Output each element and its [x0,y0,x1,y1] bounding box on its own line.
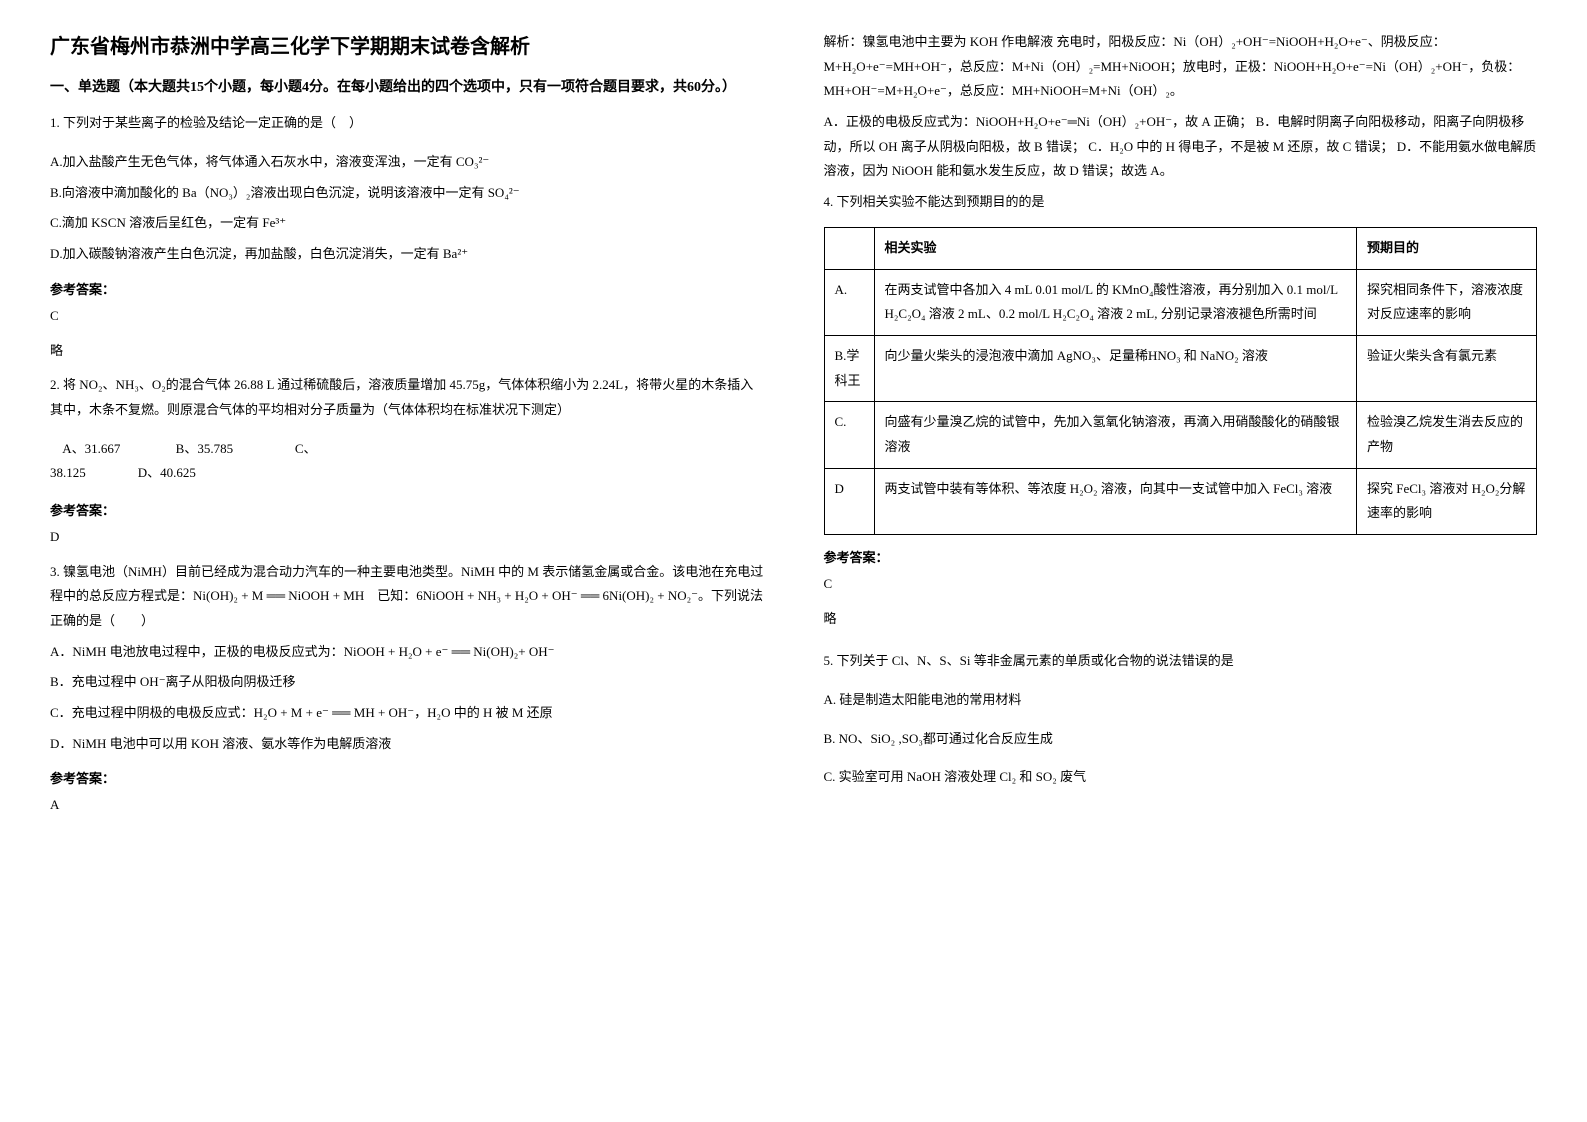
q5-optC: C. 实验室可用 NaOH 溶液处理 Cl₂ 和 SO₂ 废气 [824,765,1538,790]
q4-answer: C [824,572,1538,597]
q2-opts2: 38.125 D、40.625 [50,461,764,486]
th-purpose: 预期目的 [1357,227,1537,269]
q5-optA: A. 硅是制造太阳能电池的常用材料 [824,688,1538,713]
q3-optA: A．NiMH 电池放电过程中，正极的电极反应式为：NiOOH + H₂O + e… [50,640,764,665]
q3-answer: A [50,793,764,818]
table-row: D两支试管中装有等体积、等浓度 H₂O₂ 溶液，向其中一支试管中加入 FeCl₃… [824,468,1537,534]
q2-answer-label: 参考答案： [50,500,764,519]
table-cell: 探究 FeCl₃ 溶液对 H₂O₂分解速率的影响 [1357,468,1537,534]
table-cell: 向少量火柴头的浸泡液中滴加 AgNO₃、足量稀HNO₃ 和 NaNO₂ 溶液 [874,335,1357,401]
left-column: 广东省梅州市恭洲中学高三化学下学期期末试卷含解析 一、单选题（本大题共15个小题… [50,30,764,1092]
q2-answer: D [50,525,764,550]
q2-stem: 2. 将 NO₂、NH₃、O₂的混合气体 26.88 L 通过稀硫酸后，溶液质量… [50,373,764,422]
q1-optD: D.加入碳酸钠溶液产生白色沉淀，再加盐酸，白色沉淀消失，一定有 Ba²⁺ [50,242,764,267]
section-header: 一、单选题（本大题共15个小题，每小题4分。在每小题给出的四个选项中，只有一项符… [50,77,764,99]
table-row: A.在两支试管中各加入 4 mL 0.01 mol/L 的 KMnO₄酸性溶液，… [824,269,1537,335]
q1-optC: C.滴加 KSCN 溶液后呈红色，一定有 Fe³⁺ [50,211,764,236]
q4-explain: 略 [824,607,1538,632]
table-cell: B.学科王 [824,335,874,401]
table-cell: 向盛有少量溴乙烷的试管中，先加入氢氧化钠溶液，再滴入用硝酸酸化的硝酸银溶液 [874,402,1357,468]
q4-table: 相关实验 预期目的 A.在两支试管中各加入 4 mL 0.01 mol/L 的 … [824,227,1538,535]
q3-explain2: A．正极的电极反应式为：NiOOH+H₂O+e⁻═Ni（OH）₂+OH⁻，故 A… [824,110,1538,184]
q1-stem: 1. 下列对于某些离子的检验及结论一定正确的是（ ） [50,111,764,136]
q4-answer-label: 参考答案： [824,547,1538,566]
q3-answer-label: 参考答案： [50,768,764,787]
q1-answer: C [50,304,764,329]
q5-optB: B. NO、SiO₂ ,SO₃都可通过化合反应生成 [824,727,1538,752]
q4-stem: 4. 下列相关实验不能达到预期目的的是 [824,190,1538,215]
q3-optB: B．充电过程中 OH⁻离子从阳极向阴极迁移 [50,670,764,695]
table-row: C.向盛有少量溴乙烷的试管中，先加入氢氧化钠溶液，再滴入用硝酸酸化的硝酸银溶液检… [824,402,1537,468]
table-cell: 检验溴乙烷发生消去反应的产物 [1357,402,1537,468]
q1-optA: A.加入盐酸产生无色气体，将气体通入石灰水中，溶液变浑浊，一定有 CO₃²⁻ [50,150,764,175]
page-title: 广东省梅州市恭洲中学高三化学下学期期末试卷含解析 [50,30,764,59]
q2-opts1: A、31.667 B、35.785 C、 [50,437,764,462]
table-row: B.学科王向少量火柴头的浸泡液中滴加 AgNO₃、足量稀HNO₃ 和 NaNO₂… [824,335,1537,401]
q1-answer-label: 参考答案： [50,279,764,298]
q3-optD: D．NiMH 电池中可以用 KOH 溶液、氨水等作为电解质溶液 [50,732,764,757]
th-exp: 相关实验 [874,227,1357,269]
table-cell: 在两支试管中各加入 4 mL 0.01 mol/L 的 KMnO₄酸性溶液，再分… [874,269,1357,335]
q3-stem: 3. 镍氢电池（NiMH）目前已经成为混合动力汽车的一种主要电池类型。NiMH … [50,560,764,634]
th-idx [824,227,874,269]
table-header-row: 相关实验 预期目的 [824,227,1537,269]
q3-optC: C．充电过程中阴极的电极反应式：H₂O + M + e⁻ ══ MH + OH⁻… [50,701,764,726]
table-cell: 探究相同条件下，溶液浓度对反应速率的影响 [1357,269,1537,335]
right-column: 解析：镍氢电池中主要为 KOH 作电解液 充电时，阳极反应：Ni（OH）₂+OH… [824,30,1538,1092]
table-cell: D [824,468,874,534]
table-cell: 两支试管中装有等体积、等浓度 H₂O₂ 溶液，向其中一支试管中加入 FeCl₃ … [874,468,1357,534]
q3-explain1: 解析：镍氢电池中主要为 KOH 作电解液 充电时，阳极反应：Ni（OH）₂+OH… [824,30,1538,104]
table-cell: C. [824,402,874,468]
q1-optB: B.向溶液中滴加酸化的 Ba（NO₃）₂溶液出现白色沉淀，说明该溶液中一定有 S… [50,181,764,206]
table-cell: A. [824,269,874,335]
q1-explain: 略 [50,339,764,364]
table-cell: 验证火柴头含有氯元素 [1357,335,1537,401]
q5-stem: 5. 下列关于 Cl、N、S、Si 等非金属元素的单质或化合物的说法错误的是 [824,649,1538,674]
